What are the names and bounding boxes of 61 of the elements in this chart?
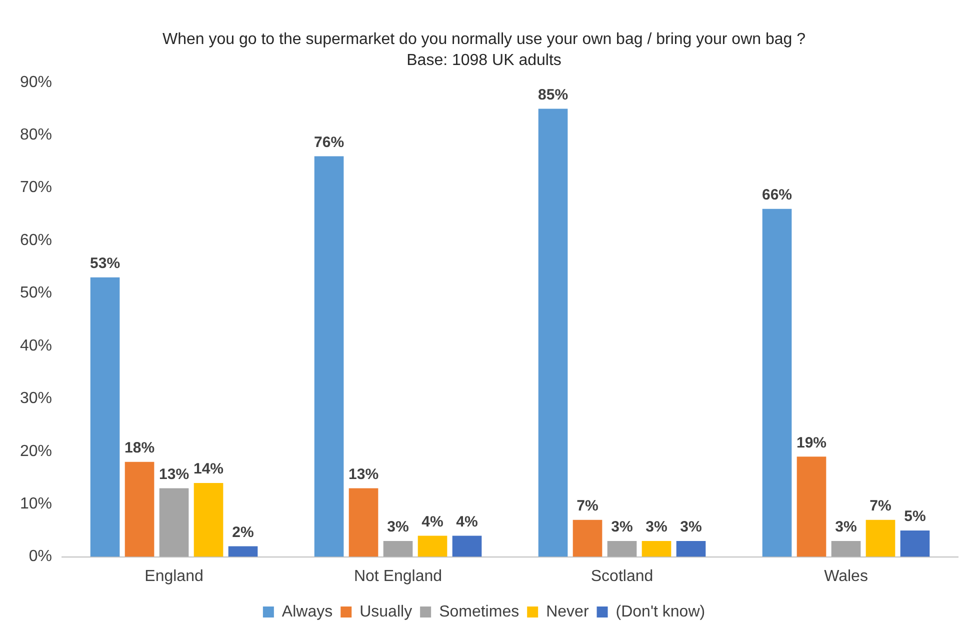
- data-label: 3%: [387, 518, 409, 536]
- y-tick-label: 10%: [20, 495, 52, 512]
- bar: [159, 488, 189, 557]
- bar: [900, 530, 930, 557]
- data-label: 19%: [796, 434, 827, 452]
- y-tick-label: 70%: [20, 179, 52, 196]
- bar: [607, 540, 637, 557]
- data-label: 4%: [422, 513, 444, 530]
- chart-title: When you go to the supermarket do you normally use your own bag / bring your own bag ?: [162, 31, 806, 48]
- data-label: 76%: [314, 134, 344, 151]
- data-label: 3%: [835, 518, 857, 536]
- bar: [642, 540, 672, 557]
- bar: [452, 536, 482, 557]
- data-label: 7%: [576, 498, 598, 515]
- data-label: 2%: [232, 524, 254, 541]
- bar: [418, 536, 448, 557]
- x-tick-label: Scotland: [590, 568, 654, 585]
- y-tick-label: 50%: [20, 284, 52, 302]
- data-label: 13%: [159, 466, 190, 483]
- bar: [194, 483, 224, 557]
- data-label: 7%: [870, 498, 892, 515]
- data-label: 5%: [904, 508, 926, 526]
- data-label: 53%: [90, 255, 120, 272]
- legend-label: Usually: [360, 603, 412, 620]
- data-label: 13%: [348, 466, 379, 483]
- y-tick-label: 20%: [20, 442, 52, 460]
- data-label: 3%: [680, 518, 702, 536]
- bar: [762, 208, 792, 557]
- legend-label: Always: [282, 603, 333, 620]
- data-label: 4%: [456, 513, 478, 530]
- bar: [676, 540, 706, 557]
- y-tick-label: 60%: [20, 232, 52, 249]
- bar: [831, 540, 861, 557]
- bar: [348, 488, 378, 557]
- data-label: 85%: [538, 86, 568, 104]
- bar: [90, 277, 120, 557]
- bar: [572, 520, 602, 557]
- data-label: 14%: [194, 460, 224, 478]
- y-tick-label: 40%: [20, 337, 52, 354]
- bar: [314, 156, 344, 557]
- y-tick-label: 0%: [28, 548, 52, 566]
- bar: [228, 546, 258, 557]
- x-tick-label: England: [144, 568, 204, 585]
- legend-label: Never: [546, 603, 590, 620]
- bar: [866, 520, 896, 557]
- y-tick-label: 90%: [20, 74, 52, 91]
- bar: [538, 108, 568, 557]
- bar: [124, 462, 154, 557]
- y-tick-label: 30%: [20, 390, 52, 408]
- data-label: 66%: [762, 186, 792, 204]
- y-tick-label: 80%: [20, 126, 52, 144]
- data-label: 3%: [611, 518, 633, 536]
- legend-label: Sometimes: [439, 603, 520, 620]
- data-label: 18%: [124, 440, 155, 457]
- chart-subtitle: Base: 1098 UK adults: [406, 52, 562, 70]
- data-label: 3%: [646, 518, 668, 536]
- x-tick-label: Wales: [824, 568, 868, 585]
- x-tick-label: Not England: [354, 568, 442, 585]
- bar: [796, 456, 826, 557]
- legend-label: (Don't know): [616, 603, 706, 620]
- bar: [383, 540, 413, 557]
